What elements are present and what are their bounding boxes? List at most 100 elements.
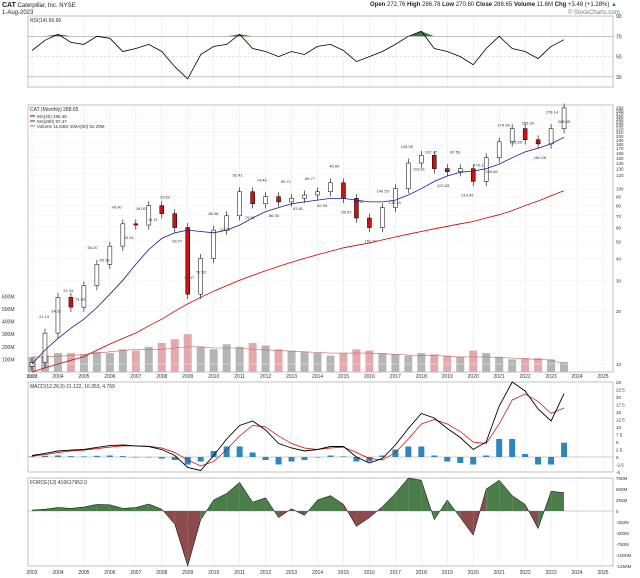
volume-bar (274, 349, 283, 372)
volume-bar (482, 353, 491, 372)
macd-histogram-bar (275, 457, 282, 465)
price-title: CAT (Monthly) 288.65 (30, 107, 79, 113)
x-tick-label: 2025 (597, 570, 608, 576)
macd-tick-label: -2.5 (616, 463, 624, 468)
macd-histogram-bar (561, 442, 568, 457)
price-candle (198, 258, 203, 295)
price-candle (522, 128, 528, 141)
force-tick-label: 0 (616, 509, 619, 514)
x-tick-label: 2004 (52, 570, 63, 576)
price-candle (548, 128, 554, 145)
price-tick-label: 40 (616, 256, 622, 261)
macd-histogram-bar (301, 457, 308, 460)
x-tick-label: 2009 (182, 570, 193, 576)
volume-bar (300, 351, 309, 372)
macd-histogram-bar (41, 455, 48, 457)
macd-histogram-bar (223, 446, 230, 457)
price-candle (172, 213, 177, 228)
macd-histogram-bar (93, 455, 100, 457)
price-tick-label: 150 (616, 156, 624, 161)
price-tick-label: 210 (616, 130, 624, 135)
force-area-segment (330, 495, 344, 511)
price-tick-label: 240 (616, 120, 624, 125)
x-tick-label: 2007 (130, 570, 141, 576)
price-annotation: 278.14 (546, 109, 559, 114)
volume-bar (339, 353, 348, 372)
macd-histogram-bar (483, 455, 490, 457)
force-area-segment (109, 504, 123, 511)
x-tick-label: 2006 (104, 570, 115, 576)
force-area-segment (382, 493, 396, 511)
macd-tick-label: 10 (616, 425, 622, 430)
force-area-segment (96, 504, 110, 511)
price-tick-label: 30 (616, 278, 622, 283)
price-annotation: 170.11 (473, 162, 486, 167)
panel-frame-rsi (27, 15, 614, 88)
x-tick-label: 2011 (234, 374, 245, 380)
force-area-segment (486, 480, 500, 511)
price-tick-label: 80 (616, 204, 622, 209)
price-tick-label: 250 (616, 117, 624, 122)
price-annotation: 29.63 (160, 195, 171, 200)
price-candle (276, 196, 281, 203)
price-candle (483, 157, 489, 182)
price-annotation: 122.83 (437, 183, 450, 188)
x-tick-label: 2009 (182, 374, 193, 380)
rsi-tick-label: 50 (616, 55, 622, 61)
price-annotation: 14.11 (148, 217, 158, 222)
force-area-segment (239, 482, 253, 511)
price-candle (159, 205, 165, 214)
volume-bar (209, 349, 218, 372)
force-area-segment (187, 511, 201, 566)
force-tick-label: 500M (616, 487, 628, 492)
force-area-segment (226, 482, 240, 511)
x-tick-label: 2018 (416, 374, 427, 380)
x-tick-label: 2024 (571, 570, 582, 576)
chart-header-left: CAT Caterpillar, Inc. NYSE 1-Aug-2023 (2, 2, 76, 17)
x-tick-label: 2021 (494, 570, 505, 576)
price-tick-label: 200 (616, 134, 624, 139)
price-candle (561, 107, 567, 129)
macd-tick-label: 20 (616, 395, 622, 400)
price-tick-label: 230 (616, 123, 624, 128)
volume-bar (352, 349, 361, 372)
macd-histogram-bar (444, 457, 451, 462)
volume-bar (417, 353, 426, 372)
macd-histogram-bar (67, 456, 74, 457)
volume-bar (391, 354, 400, 372)
x-tick-label: 2014 (312, 570, 323, 576)
x-tick-label: 2006 (104, 374, 115, 380)
volume-bar (521, 358, 530, 372)
open-value: 272.76 (387, 2, 406, 8)
macd-tick-label: 5 (616, 440, 619, 445)
price-annotation: 151.37 (364, 239, 377, 244)
x-tick-label: 2013 (286, 374, 297, 380)
macd-histogram-bar (119, 456, 126, 457)
x-tick-label: 2022 (520, 374, 531, 380)
force-area-segment (395, 478, 409, 511)
volume-bar (560, 361, 569, 372)
price-annotation: 85.77 (305, 176, 316, 181)
price-annotation: 56.38 (100, 257, 111, 262)
macd-histogram-bar (249, 452, 256, 457)
volume-value: 11.6M (536, 2, 553, 8)
price-candle (250, 191, 255, 205)
low-value: 270.60 (455, 2, 475, 8)
ma200-line (31, 190, 565, 373)
company-name: Caterpillar, Inc. NYSE (17, 3, 76, 9)
force-area-segment (252, 497, 266, 511)
volume-bar (105, 353, 114, 372)
x-tick-label: 2019 (442, 570, 453, 576)
rsi-tick-label: 70 (616, 34, 622, 40)
price-annotation: 56.20 (87, 245, 98, 250)
volume-bar (547, 359, 556, 372)
price-annotation: 82.53 (317, 203, 328, 208)
price-candle (315, 191, 320, 196)
force-area-segment (460, 511, 474, 536)
volume-bar (287, 350, 296, 372)
volume-bar (378, 353, 387, 372)
macd-histogram-bar (29, 456, 35, 457)
price-tick-label: 140 (616, 161, 624, 166)
volume-bar (261, 345, 270, 372)
price-annotation: 160.65 (510, 140, 523, 145)
